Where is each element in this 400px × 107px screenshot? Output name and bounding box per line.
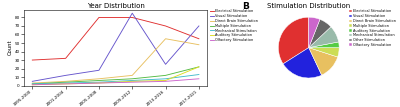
Wedge shape xyxy=(309,48,338,75)
Wedge shape xyxy=(278,17,309,64)
Legend: Electrical Stimulation, Visual Stimulation, Direct Brain Stimulation, Multiple S: Electrical Stimulation, Visual Stimulati… xyxy=(348,8,398,48)
Wedge shape xyxy=(309,48,339,57)
Wedge shape xyxy=(309,42,339,48)
Wedge shape xyxy=(309,19,331,48)
Wedge shape xyxy=(309,17,320,48)
Wedge shape xyxy=(283,48,322,78)
Title: Year Distribution: Year Distribution xyxy=(87,3,144,9)
Y-axis label: Count: Count xyxy=(8,40,13,55)
Legend: Electrical Stimulation, Visual Stimulation, Direct Brain Stimulation, Multiple S: Electrical Stimulation, Visual Stimulati… xyxy=(209,8,259,43)
Title: Stimulation Distribution: Stimulation Distribution xyxy=(267,3,350,9)
Wedge shape xyxy=(309,27,339,48)
Text: B: B xyxy=(242,2,249,11)
